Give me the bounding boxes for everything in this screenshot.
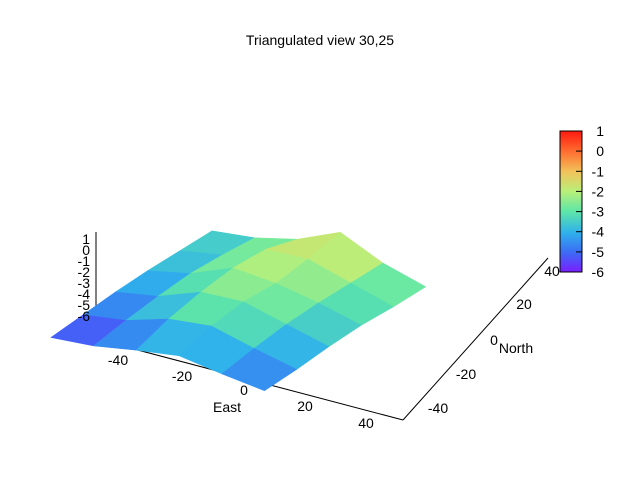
colorbar-tick-label: -1 [592,163,605,179]
x-tick-label: 40 [358,415,374,431]
z-tick-label: 0 [82,242,90,258]
y-tick-label: 0 [490,332,498,348]
colorbar-tick-label: 0 [596,143,604,159]
colorbar: 1 0 -1 -2 -3 -4 -5 -6 [559,123,604,280]
x-axis-label: East [213,399,241,415]
y-tick-label: 40 [544,263,560,279]
chart-title: Triangulated view 30,25 [246,32,394,48]
z-tick-label: -4 [78,286,91,302]
z-tick-label: -6 [78,308,91,324]
x-tick-label: -40 [108,352,128,368]
y-tick-label: 20 [516,296,532,312]
surface-cell [221,348,298,392]
colorbar-tick-label: -2 [592,183,605,199]
z-tick-label: 1 [82,231,90,247]
colorbar-tick-label: -4 [592,224,605,240]
y-axis-label: North [499,340,533,356]
colorbar-tick-label: 1 [596,123,604,139]
colorbar-gradient [559,130,583,273]
y-axis-line [402,257,549,421]
colorbar-tick-label: -3 [592,204,605,220]
y-tick-label: -40 [428,400,448,416]
colorbar-tick-label: -6 [592,264,605,280]
z-tick-label: -1 [78,253,91,269]
z-tick-label: -3 [78,275,91,291]
y-tick-label: -20 [456,366,476,382]
x-tick-label: -20 [172,368,192,384]
colorbar-tick-label: -5 [592,244,605,260]
colorbar-ticks: 1 0 -1 -2 -3 -4 -5 -6 [576,123,604,280]
x-tick-label: 20 [297,398,313,414]
z-tick-label: -5 [78,297,91,313]
surface-layer [50,230,427,392]
x-tick-label: 0 [240,382,248,398]
z-tick-label: -2 [78,264,91,280]
